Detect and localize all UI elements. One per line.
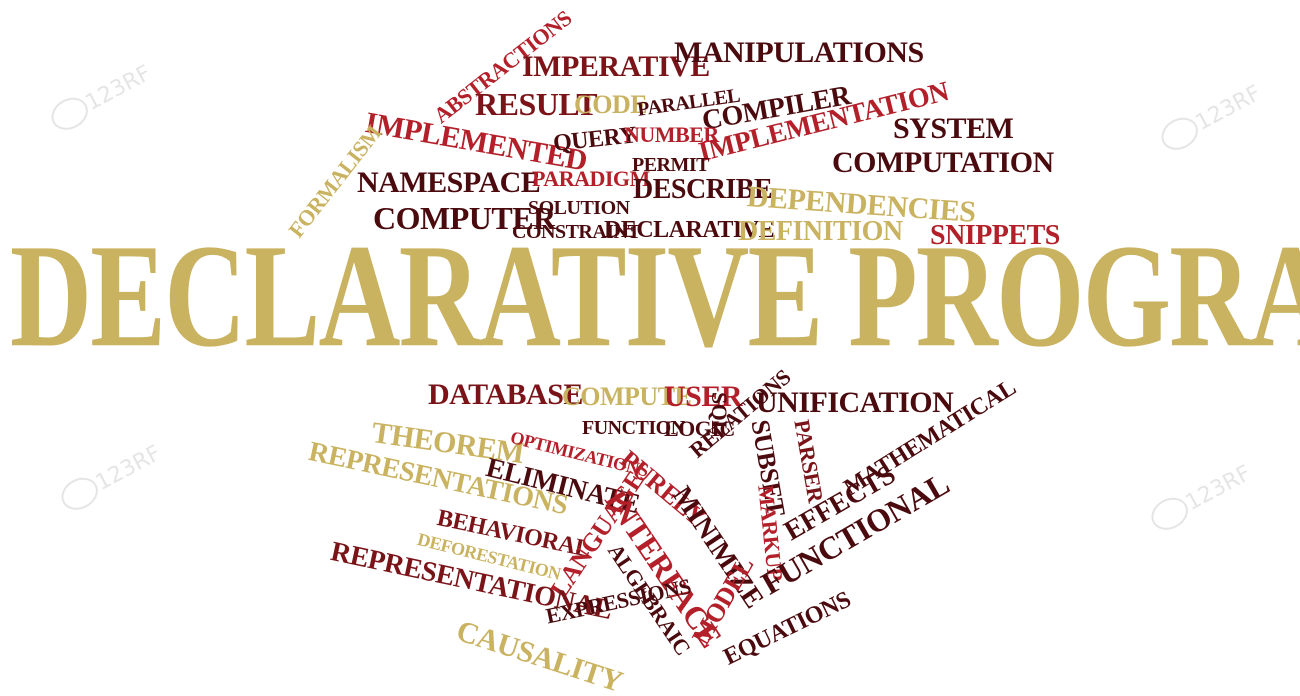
watermark-logo: 123RF bbox=[61, 441, 165, 510]
word: CONSTRAINT bbox=[512, 221, 641, 243]
word: SOLUTION bbox=[528, 197, 630, 219]
word: SNIPPETS bbox=[930, 220, 1060, 251]
word: CAUSALITY bbox=[452, 614, 627, 696]
word: DESCRIBE bbox=[633, 174, 773, 205]
watermark-text: 123RF bbox=[1182, 461, 1255, 516]
word: IMPERATIVE bbox=[522, 50, 710, 83]
watermark-logo: 123RF bbox=[1161, 81, 1265, 150]
word: USER bbox=[664, 380, 743, 413]
word: FUNCTION bbox=[582, 417, 685, 439]
watermark-text: 123RF bbox=[82, 61, 155, 116]
word: COMPUTE bbox=[562, 382, 692, 411]
word: SYSTEM bbox=[893, 112, 1014, 145]
word: DEFINITION bbox=[738, 216, 903, 247]
word: PARSER bbox=[789, 417, 829, 505]
word: PERMIT bbox=[632, 154, 710, 176]
word: COMPUTER bbox=[373, 200, 556, 236]
word: MANIPULATIONS bbox=[674, 36, 924, 69]
word: NUMBER bbox=[624, 122, 719, 147]
main-title: DECLARATIVE PROGRAMMING bbox=[10, 213, 1300, 378]
word: COMPUTATION bbox=[832, 146, 1054, 179]
word: CODE bbox=[574, 90, 648, 119]
word: DATABASE bbox=[428, 378, 583, 411]
watermark-text: 123RF bbox=[92, 441, 165, 496]
word: RESULT bbox=[475, 86, 598, 122]
word: UNIFICATION bbox=[756, 386, 954, 419]
word: DECLARATIVE bbox=[604, 217, 775, 243]
watermark-logo: 123RF bbox=[1151, 461, 1255, 530]
word: LOGIC bbox=[664, 416, 735, 441]
watermark-text: 123RF bbox=[1192, 81, 1265, 136]
watermark-logo: 123RF bbox=[51, 61, 155, 130]
word: PARADIGM bbox=[532, 166, 650, 191]
word: NAMESPACE bbox=[357, 166, 541, 199]
